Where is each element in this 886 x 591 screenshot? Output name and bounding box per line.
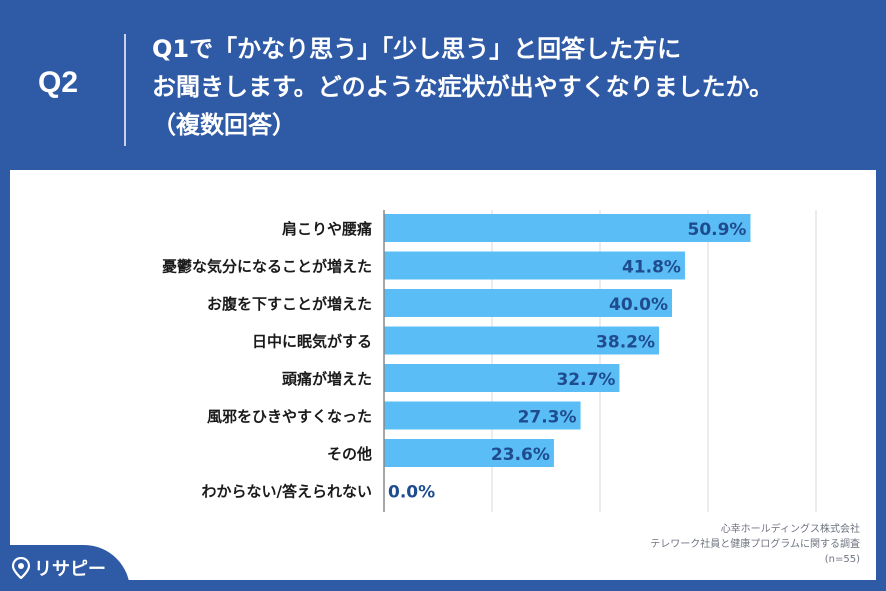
question-number: Q2 xyxy=(38,66,79,99)
bar xyxy=(384,251,685,280)
question-line-2: お聞きします。どのような症状が出やすくなりましたか。 xyxy=(152,73,774,101)
bar xyxy=(384,364,620,392)
category-label: 肩こりや腰痛 xyxy=(282,220,372,238)
pin-icon xyxy=(11,556,31,580)
question-header: Q2 Q1で「かなり思う」「少し思う」と回答した方に お聞きします。どのような症… xyxy=(0,0,886,170)
category-label: 風邪をひきやすくなった xyxy=(207,408,372,426)
category-label: わからない/答えられない xyxy=(202,483,372,501)
source-survey: テレワーク社員と健康プログラムに関する調査 xyxy=(650,539,860,550)
value-label: 40.0% xyxy=(609,295,668,315)
value-label: 50.9% xyxy=(687,220,746,240)
bar xyxy=(384,326,660,355)
bar xyxy=(384,289,672,317)
category-label: お腹を下すことが増えた xyxy=(207,295,372,313)
header-divider xyxy=(124,34,126,146)
category-label: 憂鬱な気分になることが増えた xyxy=(162,258,372,276)
brand-logo: リサピー xyxy=(11,555,106,581)
value-label: 0.0% xyxy=(388,483,435,503)
question-line-3: （複数回答） xyxy=(152,111,296,139)
bar xyxy=(384,214,751,242)
value-label: 23.6% xyxy=(491,445,550,465)
value-label: 27.3% xyxy=(518,408,577,428)
source-note: 心幸ホールディングス株式会社 テレワーク社員と健康プログラムに関する調査 (n=… xyxy=(650,522,860,567)
source-company: 心幸ホールディングス株式会社 xyxy=(720,524,860,535)
value-label: 41.8% xyxy=(622,258,681,278)
question-text: Q1で「かなり思う」「少し思う」と回答した方に お聞きします。どのような症状が出… xyxy=(152,30,852,144)
category-label: 頭痛が増えた xyxy=(282,370,372,388)
question-line-1: Q1で「かなり思う」「少し思う」と回答した方に xyxy=(152,35,682,63)
category-label: 日中に眠気がする xyxy=(252,333,372,351)
bar xyxy=(384,439,554,467)
source-n: (n=55) xyxy=(824,554,860,565)
brand-name: リサピー xyxy=(34,559,106,580)
value-label: 32.7% xyxy=(556,370,615,390)
category-label: その他 xyxy=(327,445,372,463)
value-label: 38.2% xyxy=(596,333,655,353)
bar xyxy=(384,401,581,430)
